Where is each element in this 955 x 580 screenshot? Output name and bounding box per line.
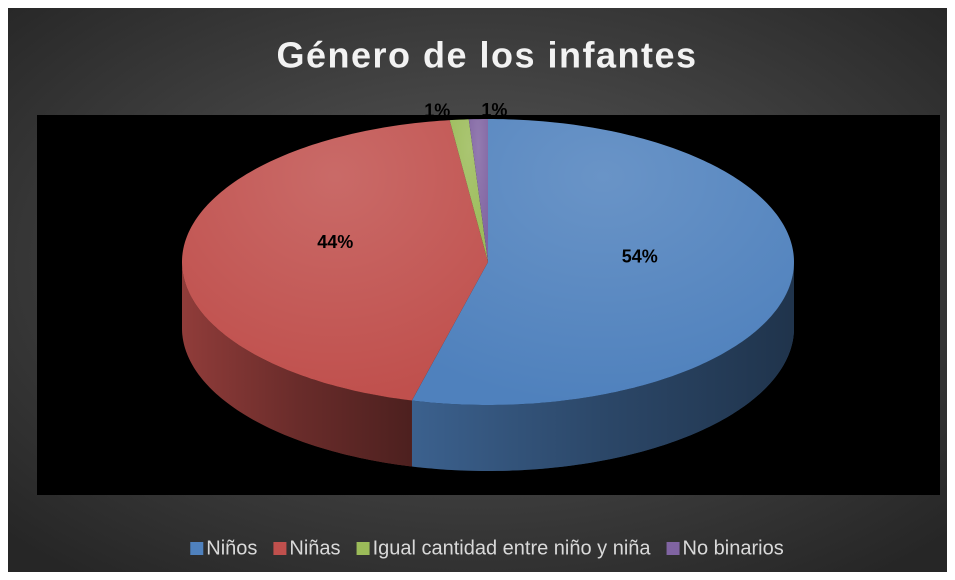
- pie-side-shade: [411, 262, 794, 471]
- pie-slice-gloss: [449, 119, 488, 262]
- pie-slice-gloss: [411, 119, 794, 405]
- legend-swatch: [356, 542, 370, 555]
- data-label: 1%: [424, 100, 450, 120]
- legend-label: No binarios: [683, 537, 784, 559]
- legend-label: Igual cantidad entre niño y niña: [373, 537, 652, 559]
- pie-slice-gloss: [468, 119, 488, 262]
- chart-title: Género de los infantes: [276, 35, 697, 76]
- data-label: 44%: [317, 232, 353, 252]
- legend-label: Niños: [206, 537, 257, 559]
- legend-swatch: [273, 542, 287, 555]
- legend-swatch: [190, 542, 204, 555]
- data-label: 1%: [481, 100, 507, 120]
- data-label: 54%: [622, 247, 658, 267]
- legend-label: Niñas: [289, 537, 340, 559]
- pie-side-shade: [182, 262, 412, 467]
- pie-slice-gloss: [182, 120, 488, 401]
- legend-swatch: [666, 542, 680, 555]
